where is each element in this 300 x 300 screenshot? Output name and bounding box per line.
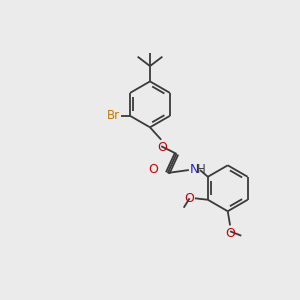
Text: O: O [148,163,158,176]
Text: O: O [184,192,194,205]
Text: N: N [190,163,200,176]
Text: H: H [196,163,205,176]
Text: Br: Br [107,109,120,122]
Text: O: O [225,226,235,240]
Text: O: O [157,141,167,154]
